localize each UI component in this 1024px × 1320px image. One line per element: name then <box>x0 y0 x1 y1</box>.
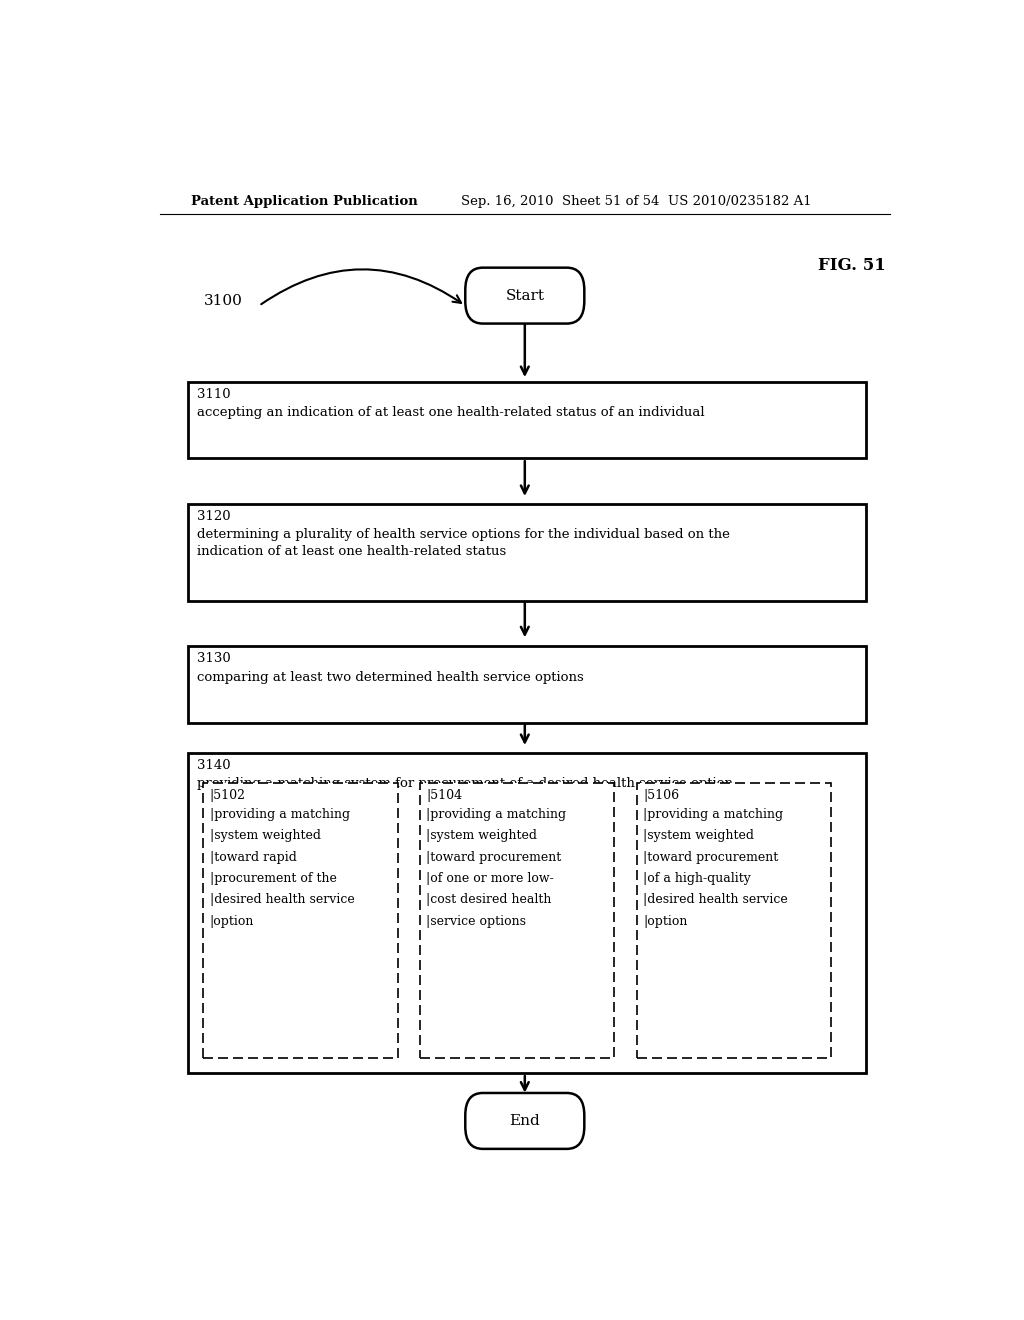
Text: |service options: |service options <box>426 915 526 928</box>
Text: |of a high-quality: |of a high-quality <box>643 873 751 884</box>
Text: 3120: 3120 <box>197 510 230 523</box>
Text: |system weighted: |system weighted <box>643 829 754 842</box>
FancyBboxPatch shape <box>187 647 866 722</box>
Text: |system weighted: |system weighted <box>426 829 538 842</box>
FancyBboxPatch shape <box>204 784 397 1057</box>
FancyBboxPatch shape <box>420 784 614 1057</box>
Text: |option: |option <box>210 915 254 928</box>
FancyBboxPatch shape <box>187 752 866 1073</box>
Text: determining a plurality of health service options for the individual based on th: determining a plurality of health servic… <box>197 528 730 558</box>
Text: 3130: 3130 <box>197 652 230 665</box>
FancyBboxPatch shape <box>637 784 831 1057</box>
Text: |cost desired health: |cost desired health <box>426 894 552 907</box>
Text: |providing a matching: |providing a matching <box>426 808 566 821</box>
Text: End: End <box>509 1114 541 1127</box>
Text: |of one or more low-: |of one or more low- <box>426 873 554 884</box>
Text: |providing a matching: |providing a matching <box>210 808 350 821</box>
Text: |system weighted: |system weighted <box>210 829 321 842</box>
Text: |5104: |5104 <box>426 788 463 801</box>
Text: |5106: |5106 <box>643 788 679 801</box>
Text: |providing a matching: |providing a matching <box>643 808 783 821</box>
Text: |toward procurement: |toward procurement <box>643 850 778 863</box>
Text: |desired health service: |desired health service <box>643 894 787 907</box>
Text: 3140: 3140 <box>197 759 230 772</box>
Text: accepting an indication of at least one health-related status of an individual: accepting an indication of at least one … <box>197 407 705 420</box>
FancyBboxPatch shape <box>187 381 866 458</box>
Text: FIG. 51: FIG. 51 <box>818 256 886 273</box>
Text: comparing at least two determined health service options: comparing at least two determined health… <box>197 671 584 684</box>
Text: |desired health service: |desired health service <box>210 894 354 907</box>
FancyBboxPatch shape <box>465 268 585 323</box>
Text: Patent Application Publication: Patent Application Publication <box>191 194 418 207</box>
Text: Start: Start <box>505 289 545 302</box>
Text: providing a matching system for procurement of a desired health service option: providing a matching system for procurem… <box>197 777 733 791</box>
Text: |procurement of the: |procurement of the <box>210 873 337 884</box>
Text: Sep. 16, 2010  Sheet 51 of 54: Sep. 16, 2010 Sheet 51 of 54 <box>461 194 659 207</box>
FancyBboxPatch shape <box>187 504 866 601</box>
Text: |option: |option <box>643 915 687 928</box>
Text: |toward procurement: |toward procurement <box>426 850 561 863</box>
Text: 3100: 3100 <box>204 293 243 308</box>
Text: 3110: 3110 <box>197 388 230 401</box>
Text: |toward rapid: |toward rapid <box>210 850 297 863</box>
Text: |5102: |5102 <box>210 788 246 801</box>
FancyBboxPatch shape <box>465 1093 585 1148</box>
Text: US 2010/0235182 A1: US 2010/0235182 A1 <box>668 194 811 207</box>
